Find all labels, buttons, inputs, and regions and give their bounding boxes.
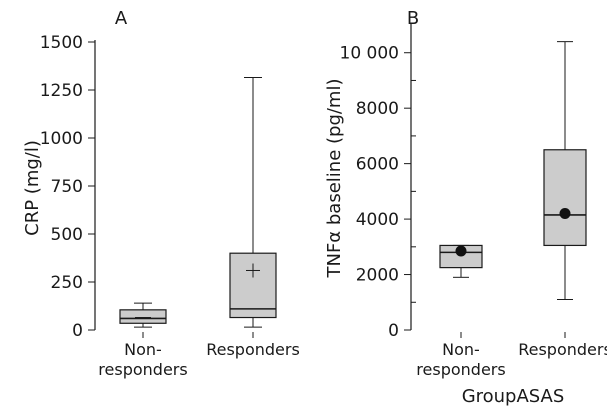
panel-a-y-tick-label: 500 bbox=[51, 225, 83, 245]
panel-b-box-1 bbox=[439, 244, 483, 278]
panel-a-y-tick-label: 0 bbox=[72, 321, 83, 341]
panel-b-y-axis-label: TNFα baseline (pg/ml) bbox=[324, 78, 345, 278]
panel-a-y-tick-label: 750 bbox=[51, 177, 83, 197]
panel-a-box-2 bbox=[229, 77, 277, 328]
panel-a-y-tick-label: 250 bbox=[51, 273, 83, 293]
mean-dot bbox=[455, 245, 467, 257]
iqr-box bbox=[439, 244, 483, 269]
panel-a-y-tick-label: 1000 bbox=[40, 129, 83, 149]
panel-b-y-tick-label: 4000 bbox=[356, 210, 399, 230]
panel-a-category-label: responders bbox=[98, 360, 187, 379]
iqr-box bbox=[119, 309, 167, 324]
panel-a-chart: 0 250 500 750 1000 1250 1500 A CRP (mg/l) Non-res… bbox=[22, 8, 300, 379]
iqr-box bbox=[543, 149, 587, 247]
panel-a-y-tick-label: 1250 bbox=[40, 81, 83, 101]
panel-b-box-2 bbox=[543, 41, 587, 300]
panel-a-box-1 bbox=[119, 302, 167, 328]
panel-b-y-tick-label: 0 bbox=[388, 321, 399, 341]
panel-b-category-label: Responders bbox=[518, 340, 607, 359]
panel-a-category-label: Responders bbox=[206, 340, 300, 359]
panel-b-y-tick-label: 8000 bbox=[356, 99, 399, 119]
panel-b-y-tick-label: 10 000 bbox=[340, 44, 399, 64]
panel-b-x-axis-label: GroupASAS bbox=[462, 386, 565, 407]
panel-b-category-label: Non- bbox=[442, 340, 480, 359]
panel-b-category-label: responders bbox=[416, 360, 505, 379]
panel-a-category-label: Non- bbox=[124, 340, 162, 359]
panel-b-chart: 0 2000 4000 6000 8000 10 000 B TNFα baseline (p… bbox=[324, 8, 607, 407]
panel-a-y-tick-label: 1500 bbox=[40, 33, 83, 53]
panel-b-label: B bbox=[407, 8, 419, 29]
panel-b-y-tick-label: 6000 bbox=[356, 155, 399, 175]
mean-dot bbox=[559, 208, 571, 220]
panel-b-y-tick-label: 2000 bbox=[356, 266, 399, 286]
panel-a-y-axis-label: CRP (mg/l) bbox=[22, 140, 43, 236]
panel-a-label: A bbox=[115, 8, 128, 29]
iqr-box bbox=[229, 252, 277, 319]
